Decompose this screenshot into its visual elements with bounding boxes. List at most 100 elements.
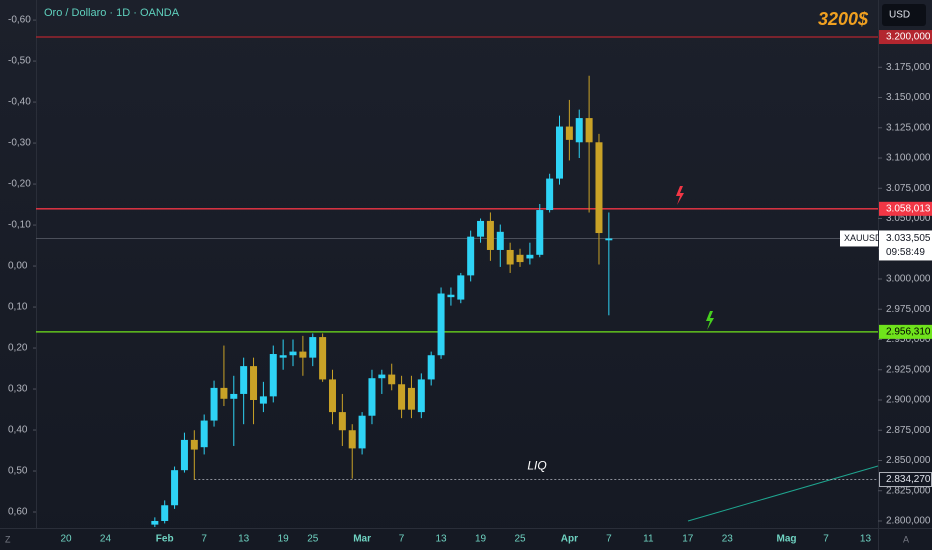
y-tick-label: 2.975,000: [886, 304, 931, 315]
y-tick-label: 3.150,000: [886, 92, 931, 103]
y-tick-label: 3.075,000: [886, 183, 931, 194]
candle-body: [358, 415, 366, 449]
candle-body: [151, 520, 159, 525]
y2-tick-label: -0,40: [8, 97, 31, 108]
candle-body: [279, 355, 287, 358]
candle-body: [447, 294, 455, 298]
y2-tick-label: 0,50: [8, 466, 28, 477]
currency-label[interactable]: USD: [889, 10, 910, 21]
level-price-label: 2.956,310: [886, 327, 931, 338]
bolt-down-icon: [676, 186, 684, 205]
candle-body: [200, 420, 208, 448]
y2-tick-label: 0,10: [8, 302, 28, 313]
x-tick-label: 20: [60, 534, 72, 545]
x-tick-label: 7: [201, 534, 207, 545]
candle-body: [319, 337, 327, 380]
level-price-box: [879, 30, 932, 45]
y-tick-label: 2.825,000: [886, 485, 931, 496]
y2-tick-label: 0,40: [8, 425, 28, 436]
x-tick-label: 13: [435, 534, 447, 545]
candle-body: [417, 379, 425, 413]
y2-tick-label: 0,20: [8, 343, 28, 354]
candle-body: [220, 387, 228, 399]
x-tick-label: 25: [514, 534, 526, 545]
candle-body: [457, 275, 465, 300]
candle-body: [556, 126, 563, 179]
candle-body: [526, 254, 534, 259]
liquidity-price-label: 2.834,270: [886, 474, 931, 485]
candle-body: [328, 379, 336, 413]
x-tick-label: Apr: [561, 534, 578, 545]
scale-button[interactable]: A: [903, 534, 909, 544]
symbol-box: [840, 230, 878, 247]
liquidity-label: LIQ: [527, 459, 546, 473]
countdown-label: 09:58:49: [886, 247, 925, 258]
x-tick-label: 13: [860, 534, 872, 545]
y-tick-label: 2.950,000: [886, 334, 931, 345]
y2-tick-label: 0,60: [8, 507, 28, 518]
level-price-label: 3.200,000: [886, 32, 931, 43]
y2-tick-label: 0,30: [8, 384, 28, 395]
y-tick-label: 2.800,000: [886, 516, 931, 527]
candle-body: [575, 118, 583, 143]
candle-body: [486, 220, 494, 250]
x-tick-label: 7: [823, 534, 829, 545]
candle-body: [595, 142, 603, 234]
y-tick-label: 3.125,000: [886, 122, 931, 133]
candle-body: [407, 387, 415, 410]
y2-tick-label: -0,10: [8, 220, 31, 231]
candle-body: [585, 118, 593, 143]
scale-button[interactable]: Z: [5, 534, 11, 544]
candle-body: [299, 351, 307, 358]
y-tick-label: 3.100,000: [886, 153, 931, 164]
candle-body: [180, 439, 188, 471]
y2-tick-label: -0,20: [8, 179, 31, 190]
last-price-label: 3.033,505: [886, 233, 931, 244]
candle-body: [427, 355, 435, 380]
candle-body: [546, 178, 554, 211]
y2-tick-label: -0,30: [8, 138, 31, 149]
candle-body: [230, 393, 238, 399]
level-price-box: [879, 201, 932, 216]
candle-body: [378, 374, 386, 379]
y-tick-label: 2.875,000: [886, 425, 931, 436]
x-tick-label: 17: [682, 534, 694, 545]
candle-body: [565, 126, 573, 140]
candle-body: [398, 384, 406, 410]
candle-body: [368, 378, 376, 416]
candle-body: [190, 439, 198, 450]
y-tick-label: 2.925,000: [886, 364, 931, 375]
x-tick-label: Mag: [777, 534, 797, 545]
currency-button[interactable]: [882, 4, 926, 26]
x-tick-label: 11: [643, 534, 654, 545]
y2-tick-label: 0,00: [8, 261, 28, 272]
candle-body: [477, 220, 485, 237]
x-tick-label: 13: [238, 534, 250, 545]
x-tick-label: 24: [100, 534, 112, 545]
x-tick-label: 7: [399, 534, 405, 545]
y2-tick-label: -0,50: [8, 56, 31, 67]
candle-body: [605, 238, 613, 241]
bolt-up-icon: [706, 311, 714, 330]
y-tick-label: 3.175,000: [886, 62, 931, 73]
annotation: 3200$: [818, 9, 869, 29]
x-tick-label: 25: [307, 534, 319, 545]
y-tick-label: 3.050,000: [886, 213, 931, 224]
trend-line: [687, 465, 879, 522]
y-tick-label: 2.850,000: [886, 455, 931, 466]
candle-body: [240, 366, 248, 394]
y-tick-label: 3.000,000: [886, 274, 931, 285]
candle-body: [161, 505, 169, 521]
candle-body: [506, 249, 514, 265]
level-price-label: 3.058,013: [886, 203, 931, 214]
chart-title: Oro / Dollaro · 1D · OANDA: [44, 7, 180, 19]
candle-body: [309, 337, 317, 358]
candle-body: [437, 293, 445, 356]
candle-body: [210, 387, 218, 421]
candle-body: [388, 374, 396, 385]
last-price-box: [879, 230, 932, 261]
candle-body: [348, 430, 356, 449]
